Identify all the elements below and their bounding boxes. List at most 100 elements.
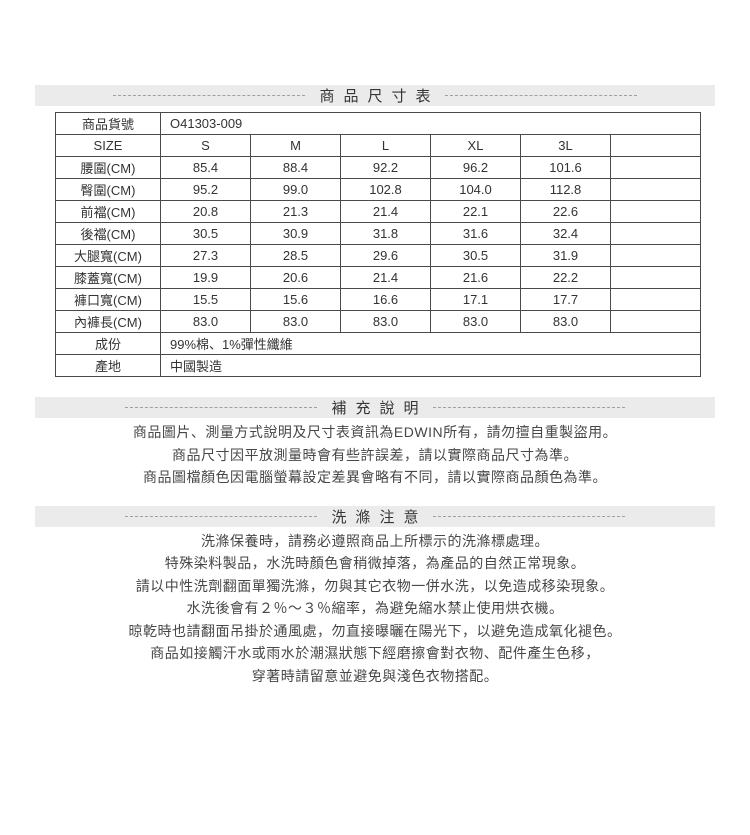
cell-value: 17.1 xyxy=(430,288,521,311)
row-label: 大腿寬(CM) xyxy=(55,244,161,267)
product-code-row: 商品貨號 O41303-009 xyxy=(55,112,702,135)
cell-value: 21.4 xyxy=(340,200,431,223)
table-row-waist: 腰圍(CM) 85.4 88.4 92.2 96.2 101.6 xyxy=(55,156,702,179)
cell-empty xyxy=(609,288,702,311)
washing-note-line: 洗滌保養時，請務必遵照商品上所標示的洗滌標處理。 xyxy=(201,532,549,549)
table-row-front-rise: 前襠(CM) 20.8 21.3 21.4 22.1 22.6 xyxy=(55,200,702,223)
section-header-size-chart: 商品尺寸表 xyxy=(35,85,715,106)
size-col-3l: 3L xyxy=(520,134,611,157)
washing-note-line: 水洗後會有２％～３％縮率，為避免縮水禁止使用烘衣機。 xyxy=(186,600,564,616)
cell-empty xyxy=(609,266,702,289)
cell-value: 29.6 xyxy=(340,244,431,267)
cell-value: 112.8 xyxy=(520,178,611,201)
row-label: 內褲長(CM) xyxy=(55,310,161,333)
cell-value: 101.6 xyxy=(520,156,611,179)
cell-value: 31.9 xyxy=(520,244,611,267)
cell-value: 21.6 xyxy=(430,266,521,289)
size-header-row: SIZE S M L XL 3L xyxy=(55,134,702,157)
washing-title: 洗滌注意 xyxy=(331,508,428,526)
cell-value: 16.6 xyxy=(340,288,431,311)
dash-line-left xyxy=(113,95,306,96)
dash-line-left xyxy=(125,407,318,408)
cell-value: 30.5 xyxy=(430,244,521,267)
origin-label: 產地 xyxy=(55,354,161,377)
product-info-page: 商品尺寸表 商品貨號 O41303-009 SIZE S M L XL 3L xyxy=(0,85,750,835)
washing-notes: 洗滌保養時，請務必遵照商品上所標示的洗滌標處理。 特殊染料製品，水洗時顏色會稍微… xyxy=(0,530,750,688)
cell-empty xyxy=(609,244,702,267)
washing-note-line: 特殊染料製品，水洗時顏色會稍微掉落，為產品的自然正常現象。 xyxy=(164,555,586,571)
product-code-label: 商品貨號 xyxy=(55,112,161,135)
origin-value: 中國製造 xyxy=(159,354,702,377)
row-label: 後襠(CM) xyxy=(55,222,161,245)
cell-value: 102.8 xyxy=(340,178,431,201)
cell-value: 15.6 xyxy=(250,288,341,311)
composition-row: 成份 99%棉、1%彈性纖維 xyxy=(55,332,702,355)
cell-value: 22.1 xyxy=(430,200,521,223)
cell-value: 92.2 xyxy=(340,156,431,179)
cell-value: 20.8 xyxy=(160,200,251,223)
cell-empty xyxy=(609,222,702,245)
size-col-empty xyxy=(609,134,702,157)
washing-note-line: 穿著時請留意並避免與淺色衣物搭配。 xyxy=(251,667,499,684)
cell-value: 22.2 xyxy=(520,266,611,289)
cell-value: 32.4 xyxy=(520,222,611,245)
origin-row: 產地 中國製造 xyxy=(55,354,702,377)
washing-note-line: 商品如接觸汗水或雨水於潮濕狀態下經磨擦會對衣物、配件產生色移， xyxy=(150,645,600,661)
cell-empty xyxy=(609,200,702,223)
dash-line-right xyxy=(444,95,637,96)
row-label: 膝蓋寬(CM) xyxy=(55,266,161,289)
cell-value: 27.3 xyxy=(160,244,251,267)
cell-value: 83.0 xyxy=(430,310,521,333)
washing-note-line: 晾乾時也請翻面吊掛於通風處，勿直接曝曬在陽光下，以避免造成氧化褪色。 xyxy=(128,622,622,639)
cell-empty xyxy=(609,178,702,201)
cell-value: 95.2 xyxy=(160,178,251,201)
supplement-note-line: 商品圖片、測量方式說明及尺寸表資訊為EDWIN所有，請勿擅自重製盜用。 xyxy=(132,424,618,440)
cell-value: 17.7 xyxy=(520,288,611,311)
washing-note-line: 請以中性洗劑翻面單獨洗滌，勿與其它衣物一併水洗，以免造成移染現象。 xyxy=(135,577,615,594)
supplement-note-line: 商品尺寸因平放測量時會有些許誤差，請以實際商品尺寸為準。 xyxy=(172,446,578,463)
table-row-hip: 臀圍(CM) 95.2 99.0 102.8 104.0 112.8 xyxy=(55,178,702,201)
cell-value: 31.6 xyxy=(430,222,521,245)
cell-value: 22.6 xyxy=(520,200,611,223)
size-col-m: M xyxy=(250,134,341,157)
cell-value: 20.6 xyxy=(250,266,341,289)
size-col-l: L xyxy=(340,134,431,157)
composition-label: 成份 xyxy=(55,332,161,355)
row-label: 褲口寬(CM) xyxy=(55,288,161,311)
section-header-washing: 洗滌注意 xyxy=(35,505,715,527)
cell-value: 30.5 xyxy=(160,222,251,245)
cell-value: 99.0 xyxy=(250,178,341,201)
cell-empty xyxy=(609,310,702,333)
dash-line-right xyxy=(432,407,625,408)
row-label: 腰圍(CM) xyxy=(55,156,161,179)
size-col-s: S xyxy=(160,134,251,157)
cell-value: 83.0 xyxy=(520,310,611,333)
section-header-supplement: 補充說明 xyxy=(35,397,715,418)
table-row-thigh: 大腿寬(CM) 27.3 28.5 29.6 30.5 31.9 xyxy=(55,244,702,267)
size-chart-title: 商品尺寸表 xyxy=(319,88,440,105)
cell-value: 31.8 xyxy=(340,222,431,245)
cell-value: 21.3 xyxy=(250,200,341,223)
cell-value: 88.4 xyxy=(250,156,341,179)
cell-value: 21.4 xyxy=(340,266,431,289)
size-table: 商品貨號 O41303-009 SIZE S M L XL 3L 腰圍(CM) … xyxy=(55,112,702,377)
dash-line-right xyxy=(432,515,625,517)
table-row-inseam: 內褲長(CM) 83.0 83.0 83.0 83.0 83.0 xyxy=(55,310,702,333)
size-col-xl: XL xyxy=(430,134,521,157)
cell-value: 83.0 xyxy=(250,310,341,333)
cell-value: 104.0 xyxy=(430,178,521,201)
product-code-value: O41303-009 xyxy=(159,112,702,135)
cell-value: 96.2 xyxy=(430,156,521,179)
table-row-knee: 膝蓋寬(CM) 19.9 20.6 21.4 21.6 22.2 xyxy=(55,266,702,289)
cell-value: 19.9 xyxy=(160,266,251,289)
cell-value: 83.0 xyxy=(160,310,251,333)
supplement-title: 補充說明 xyxy=(331,400,428,417)
table-row-leg-opening: 褲口寬(CM) 15.5 15.6 16.6 17.1 17.7 xyxy=(55,288,702,311)
supplement-note-line: 商品圖檔顏色因電腦螢幕設定差異會略有不同，請以實際商品顏色為準。 xyxy=(143,469,607,485)
cell-value: 15.5 xyxy=(160,288,251,311)
cell-value: 85.4 xyxy=(160,156,251,179)
row-label: 前襠(CM) xyxy=(55,200,161,223)
dash-line-left xyxy=(125,515,318,517)
cell-empty xyxy=(609,156,702,179)
row-label: 臀圍(CM) xyxy=(55,178,161,201)
